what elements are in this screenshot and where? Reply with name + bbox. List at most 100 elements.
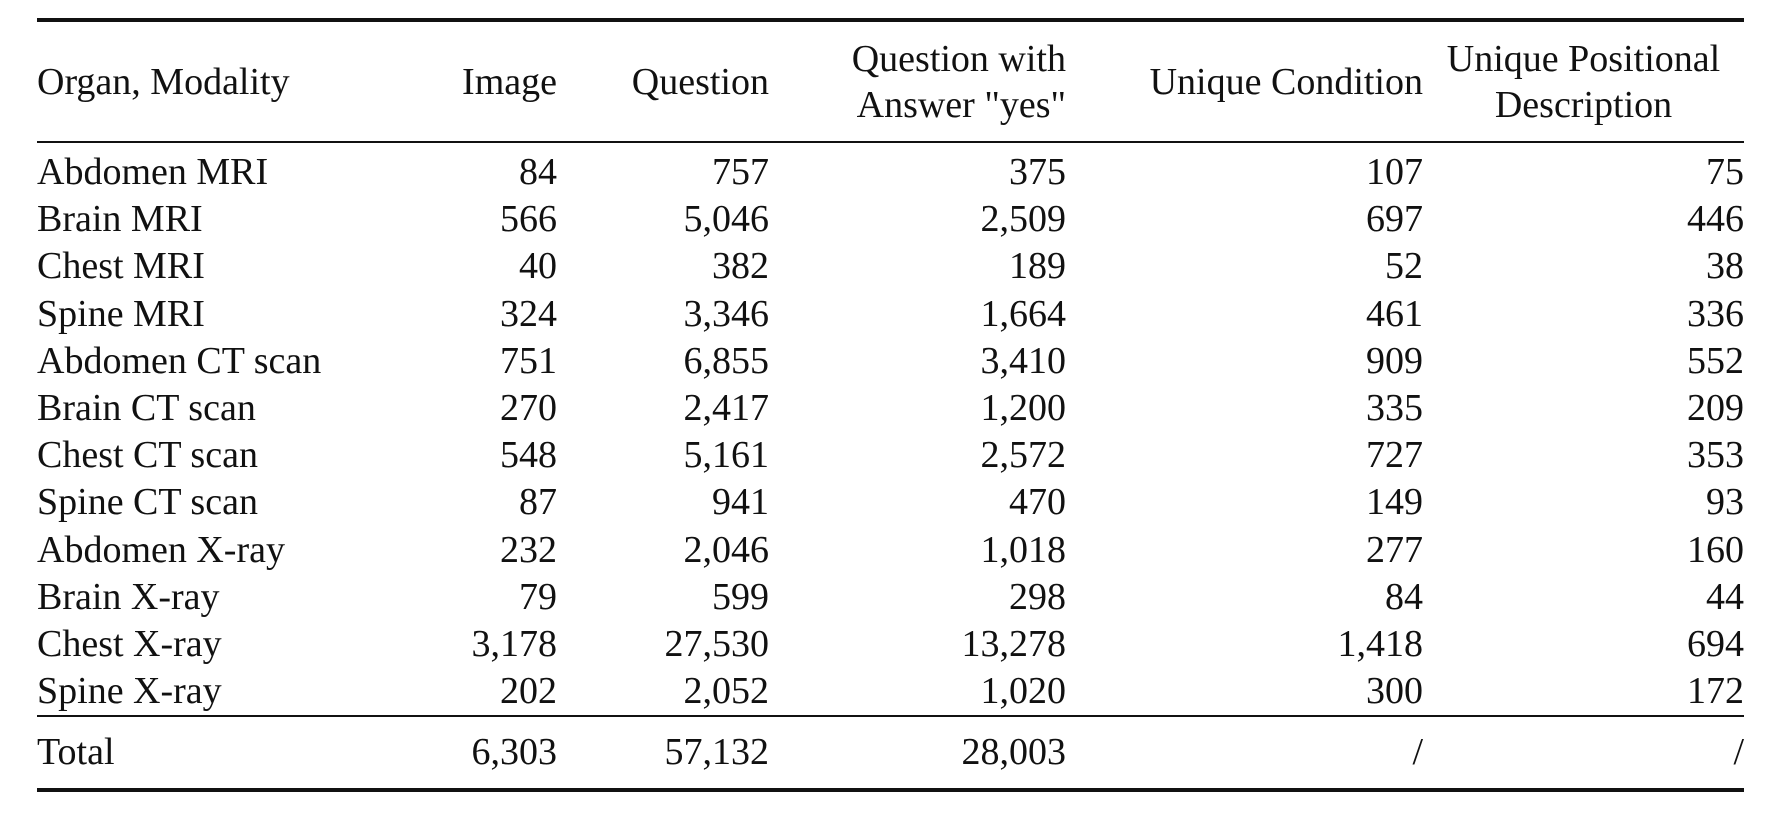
table-cell-question: 27,530 (664, 622, 770, 665)
table-header: Organ, Modality Image Question Question wit… (37, 18, 1744, 143)
table-cell-unique-condition: 1,418 (1337, 622, 1424, 665)
table-cell-image: 751 (500, 339, 557, 382)
column-header-unique-condition: Unique Condition (1066, 18, 1423, 143)
column-header-question-yes: Question with Answer "yes" (769, 18, 1066, 143)
table-cell-question: 2,046 (683, 528, 770, 571)
table-cell-question-yes: 1,018 (980, 528, 1067, 571)
total-cell-image: 6,303 (397, 715, 557, 793)
data-table-container: Organ, Modality Image Question Question wit… (37, 18, 1744, 793)
column-header-line: Question with (851, 37, 1066, 80)
table-cell-unique-positional-description: 38 (1706, 245, 1744, 288)
table-row: Abdomen X-ray 232 2,046 1,018 277 160 (37, 527, 1744, 574)
table-cell-unique-condition: 335 (1366, 387, 1423, 430)
table-cell-unique-condition: 300 (1366, 670, 1423, 713)
table-cell-question-yes: 1,200 (980, 387, 1067, 430)
table-cell-organ-modality: Chest MRI (37, 245, 205, 288)
table-cell-organ-modality: Abdomen CT scan (37, 339, 322, 382)
table-row: Chest X-ray 3,178 27,530 13,278 1,418 694 (37, 621, 1744, 668)
column-header-question: Question (557, 18, 769, 143)
table-cell-organ-modality: Abdomen X-ray (37, 528, 285, 571)
table-cell-organ-modality: Chest X-ray (37, 622, 222, 665)
table-cell-question-yes: 375 (1009, 151, 1066, 194)
table-cell-unique-condition: 277 (1366, 528, 1423, 571)
table-cell-unique-positional-description: 446 (1687, 198, 1744, 241)
total-cell-unique-positional-description: / (1423, 715, 1744, 793)
table-cell-question: 2,417 (683, 387, 770, 430)
column-header-image: Image (397, 18, 557, 143)
table-cell-organ-modality: Spine MRI (37, 292, 205, 335)
total-row: Total 6,303 57,132 28,003// (37, 715, 1744, 793)
table-cell-question: 6,855 (683, 339, 770, 382)
table-cell-unique-positional-description: 694 (1687, 622, 1744, 665)
table-cell-image: 84 (519, 151, 557, 194)
table-cell-question-yes: 2,572 (980, 434, 1067, 477)
table-cell-question-yes: 470 (1009, 481, 1066, 524)
table-cell-unique-condition: 909 (1366, 339, 1423, 382)
table-row: Chest CT scan 548 5,161 2,572 727 353 (37, 432, 1744, 479)
column-header-line: Image (462, 60, 557, 103)
table-cell-unique-positional-description: 44 (1706, 575, 1744, 618)
column-header-line: Description (1494, 83, 1673, 126)
dataset-statistics-table: Organ, Modality Image Question Question wit… (37, 18, 1744, 793)
table-cell-unique-positional-description: 353 (1687, 434, 1744, 477)
table-cell-unique-positional-description: 552 (1687, 339, 1744, 382)
table-cell-image: 40 (519, 245, 557, 288)
table-cell-question-yes: 3,410 (980, 339, 1067, 382)
table-cell-question: 5,046 (683, 198, 770, 241)
table-cell-unique-positional-description: 93 (1706, 481, 1744, 524)
table-cell-question: 2,052 (683, 670, 770, 713)
table-cell-question: 941 (712, 481, 769, 524)
table-cell-question-yes: 13,278 (961, 622, 1067, 665)
table-cell-image: 87 (519, 481, 557, 524)
table-total: Total 6,303 57,132 28,003// (37, 715, 1744, 793)
table-cell-question-yes: 189 (1009, 245, 1066, 288)
table-cell-unique-condition: 149 (1366, 481, 1423, 524)
table-cell-question: 382 (712, 245, 769, 288)
table-cell-unique-positional-description: 75 (1706, 151, 1744, 194)
table-cell-unique-condition: 52 (1385, 245, 1423, 288)
table-row: Spine X-ray 202 2,052 1,020 300 172 (37, 668, 1744, 716)
table-cell-unique-positional-description: 160 (1687, 528, 1744, 571)
table-cell-organ-modality: Spine X-ray (37, 670, 222, 713)
table-cell-organ-modality: Chest CT scan (37, 434, 258, 477)
table-cell-question-yes: 1,020 (980, 670, 1067, 713)
table-cell-question: 3,346 (683, 292, 770, 335)
table-row: Spine CT scan 87 941 470 149 93 (37, 479, 1744, 526)
table-cell-question: 599 (712, 575, 769, 618)
header-row: Organ, Modality Image Question Question wit… (37, 18, 1744, 143)
column-header-line: Answer "yes" (856, 83, 1066, 126)
table-cell-image: 566 (500, 198, 557, 241)
table-cell-image: 79 (519, 575, 557, 618)
table-row: Abdomen MRI 84 757 375 107 75 (37, 142, 1744, 196)
table-cell-unique-condition: 107 (1366, 151, 1423, 194)
table-cell-organ-modality: Spine CT scan (37, 481, 258, 524)
table-cell-unique-positional-description: 336 (1687, 292, 1744, 335)
table-row: Spine MRI 324 3,346 1,664 461 336 (37, 291, 1744, 338)
table-body: Abdomen MRI 84 757 375 107 75 Brain MRI 566 5,04… (37, 142, 1744, 716)
table-cell-question: 757 (712, 151, 769, 194)
table-cell-organ-modality: Brain CT scan (37, 387, 256, 430)
table-cell-organ-modality: Abdomen MRI (37, 151, 269, 194)
table-row: Brain X-ray 79 599 298 84 44 (37, 574, 1744, 621)
table-cell-question-yes: 1,664 (980, 292, 1067, 335)
table-cell-unique-condition: 697 (1366, 198, 1423, 241)
table-row: Chest MRI 40 382 189 52 38 (37, 243, 1744, 290)
table-row: Abdomen CT scan 751 6,855 3,410 909 552 (37, 338, 1744, 385)
table-row: Brain CT scan 270 2,417 1,200 335 209 (37, 385, 1744, 432)
total-cell-question: 57,132 (557, 715, 769, 793)
total-cell-question-yes: 28,003 (769, 715, 1066, 793)
column-header-organ-modality: Organ, Modality (37, 18, 397, 143)
table-cell-image: 3,178 (471, 622, 558, 665)
column-header-unique-positional-description: Unique Positional Description (1423, 18, 1744, 143)
table-cell-unique-condition: 461 (1366, 292, 1423, 335)
table-cell-question-yes: 298 (1009, 575, 1066, 618)
table-cell-organ-modality: Brain MRI (37, 198, 203, 241)
column-header-line: Unique Positional (1446, 37, 1721, 80)
table-cell-unique-positional-description: 172 (1687, 670, 1744, 713)
total-cell-organ-modality: Total (37, 715, 397, 793)
table-cell-image: 202 (500, 670, 557, 713)
column-header-line: Organ, Modality (37, 60, 290, 103)
table-cell-unique-condition: 84 (1385, 575, 1423, 618)
table-cell-organ-modality: Brain X-ray (37, 575, 220, 618)
table-cell-image: 270 (500, 387, 557, 430)
